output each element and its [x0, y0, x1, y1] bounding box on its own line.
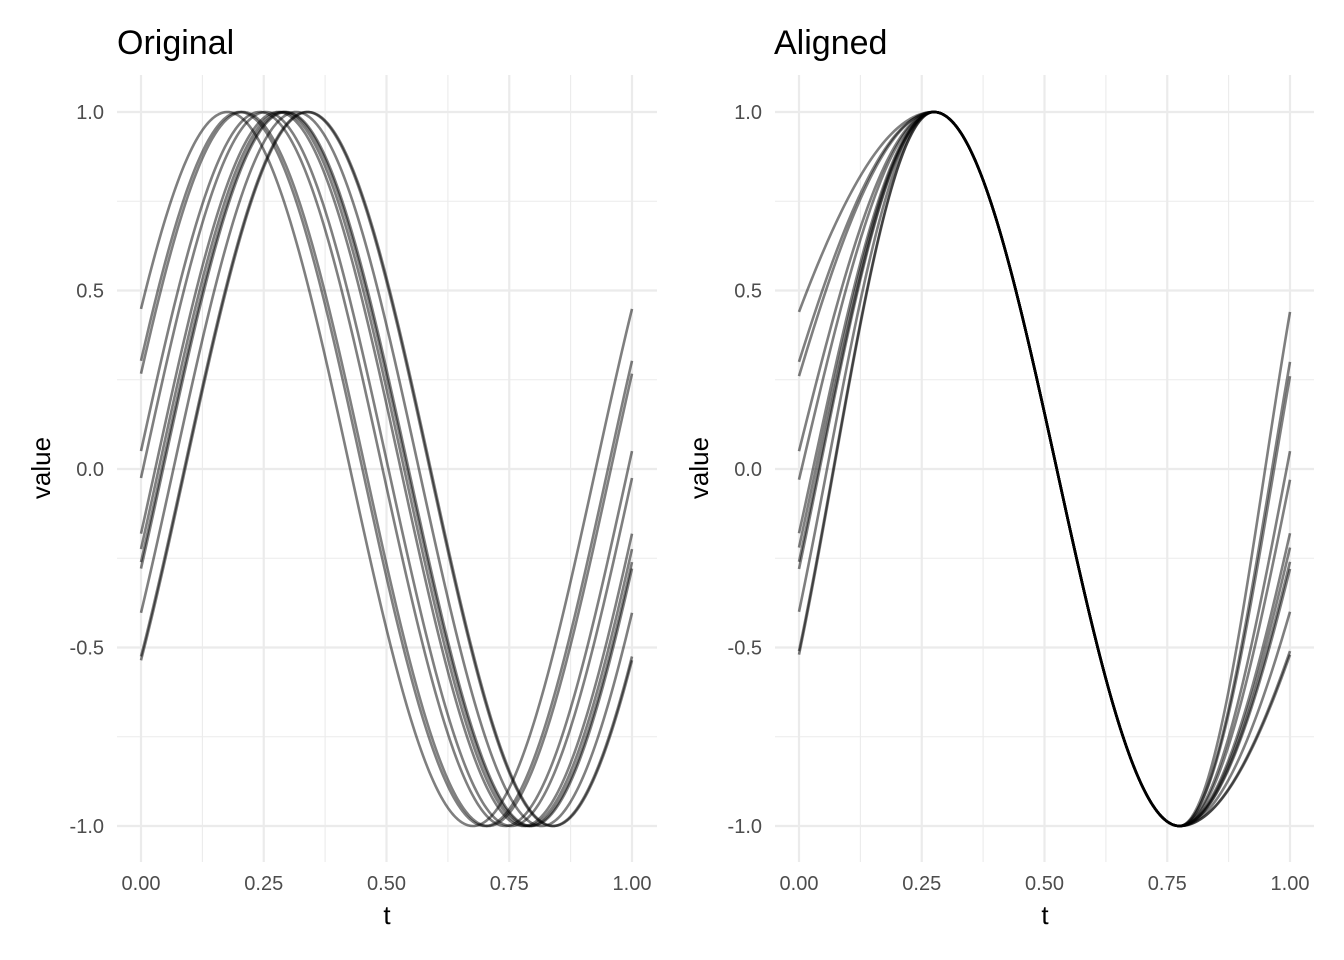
x-tick-label: 0.50	[367, 873, 406, 895]
panel-original: Original -1.0-0.50.00.51.0 0.00 0.25 0.50 0…	[26, 24, 657, 930]
y-tick-label: -1.0	[70, 816, 104, 838]
x-tick-label: 1.00	[613, 873, 652, 895]
series-line	[139, 110, 634, 828]
grid	[117, 75, 657, 862]
y-tick-label: -1.0	[728, 816, 762, 838]
x-tick-label: 0.50	[1025, 873, 1064, 895]
x-axis-label: t	[383, 900, 391, 930]
x-axis-label: t	[1041, 900, 1049, 930]
series-line	[139, 110, 634, 828]
series-line	[139, 110, 634, 828]
y-tick-labels: -1.0 -0.5 0.0 0.5 1.0	[70, 102, 104, 838]
series-line	[139, 110, 634, 828]
x-tick-label: 0.00	[122, 873, 161, 895]
y-tick-labels: -1.0 -0.5 0.0 0.5 1.0	[728, 102, 762, 838]
x-tick-label: 0.75	[1148, 873, 1187, 895]
panel-title: Aligned	[774, 24, 887, 62]
series-line	[139, 110, 634, 828]
series-line	[139, 110, 634, 828]
y-axis-label: value	[684, 437, 714, 499]
x-tick-label: 0.75	[490, 873, 529, 895]
series-line	[139, 110, 634, 828]
series-line	[139, 110, 634, 828]
y-tick-label: 0.5	[76, 281, 104, 303]
y-tick-label: 0.0	[76, 459, 104, 481]
y-tick-label: 0.5	[734, 281, 762, 303]
panel-title: Original	[117, 24, 234, 62]
series-lines	[797, 110, 1292, 828]
y-axis-label: value	[26, 437, 56, 499]
series-line	[139, 110, 634, 828]
grid	[775, 75, 1314, 862]
y-tick-label: -0.5	[728, 638, 762, 660]
series-line	[139, 110, 634, 828]
x-tick-label: 0.25	[902, 873, 941, 895]
series-lines	[139, 110, 634, 828]
x-tick-labels: 0.00 0.25 0.50 0.75 1.00	[780, 873, 1310, 895]
series-line	[797, 110, 1292, 828]
y-tick-label: 0.0	[734, 459, 762, 481]
y-tick-label: -0.5	[70, 638, 104, 660]
y-tick-label: 1.0	[734, 102, 762, 124]
y-tick-label: 1.0	[76, 102, 104, 124]
panel-aligned: Aligned -1.0-0.50.00.51.0 0.00 0.25 0.50 0.…	[684, 24, 1314, 930]
x-tick-label: 0.25	[244, 873, 283, 895]
x-tick-labels: 0.00 0.25 0.50 0.75 1.00	[122, 873, 652, 895]
x-tick-label: 0.00	[780, 873, 819, 895]
x-tick-label: 1.00	[1271, 873, 1310, 895]
